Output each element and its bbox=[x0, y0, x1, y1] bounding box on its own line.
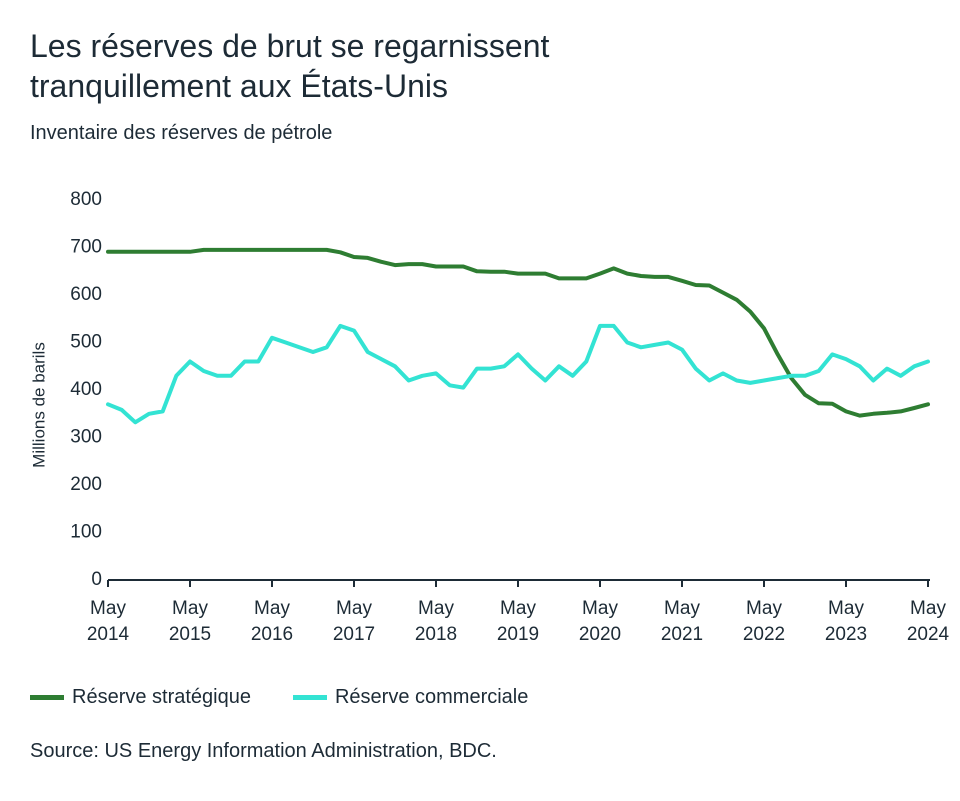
legend-swatch bbox=[292, 695, 327, 700]
x-tick-label: May 2018 bbox=[414, 598, 458, 645]
legend: Réserve stratégique Réserve commerciale bbox=[30, 686, 570, 709]
x-tick-label: May 2017 bbox=[332, 598, 376, 645]
y-tick-label: 200 bbox=[70, 474, 102, 495]
x-tick-label: May 2019 bbox=[496, 598, 540, 645]
y-tick-label: 100 bbox=[70, 522, 102, 543]
x-tick-label: May 2023 bbox=[824, 598, 868, 645]
y-tick-label: 400 bbox=[70, 379, 102, 400]
legend-item: Réserve stratégique bbox=[30, 686, 251, 709]
y-tick-label: 800 bbox=[70, 189, 102, 210]
y-tick-label: 300 bbox=[70, 427, 102, 448]
chart: Millions de barils 0 100 200 300 400 500 600 700… bbox=[29, 189, 930, 590]
legend-swatch bbox=[30, 695, 64, 700]
y-tick-label: 500 bbox=[70, 332, 102, 353]
line-series bbox=[106, 323, 930, 425]
chart-subtitle: Inventaire des réserves de pétrole bbox=[30, 122, 333, 144]
chart-title: Les réserves de brut se regarnissent tra… bbox=[30, 28, 550, 104]
x-tick-label: May 2014 bbox=[86, 598, 130, 645]
x-tick-label: May 2020 bbox=[578, 598, 622, 645]
y-tick-label: 0 bbox=[91, 569, 102, 590]
y-axis-label: Millions de barils bbox=[29, 342, 48, 468]
y-tick-label: 600 bbox=[70, 284, 102, 305]
y-tick-label: 700 bbox=[70, 237, 102, 258]
x-tick-label: May 2022 bbox=[742, 598, 786, 645]
x-tick-label: May 2024 bbox=[906, 598, 950, 645]
source-note: Source: US Energy Information Administra… bbox=[30, 740, 497, 762]
line-series bbox=[106, 247, 930, 418]
x-tick-label: May 2021 bbox=[660, 598, 704, 645]
x-tick-label: May 2015 bbox=[168, 598, 212, 645]
legend-label: Réserve stratégique bbox=[72, 686, 251, 708]
legend-item: Réserve commerciale bbox=[292, 686, 529, 709]
x-tick-label: May 2016 bbox=[250, 598, 294, 645]
legend-label: Réserve commerciale bbox=[334, 686, 529, 708]
